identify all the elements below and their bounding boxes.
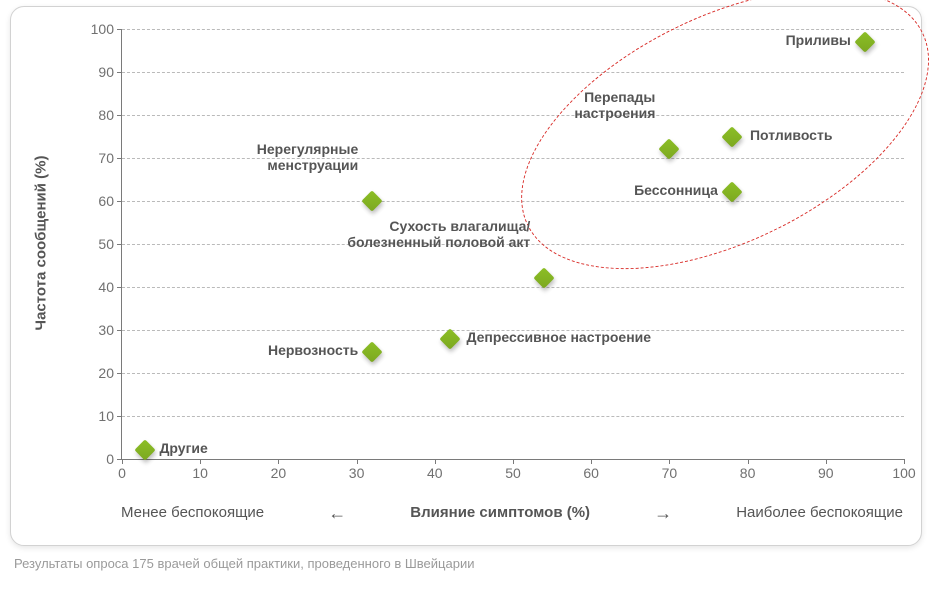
data-point-label: Сухость влагалища/ болезненный половой а… [347,218,530,250]
gridline [122,416,904,417]
xtick-label: 60 [583,459,599,481]
xtick-label: 40 [427,459,443,481]
diamond-marker-icon [440,328,461,349]
data-point-label: Приливы [786,32,851,48]
ytick-label: 70 [98,150,122,166]
diamond-marker-icon [534,268,555,289]
gridline [122,158,904,159]
xtick-label: 0 [118,459,126,481]
xtick-label: 20 [271,459,287,481]
xtick-label: 80 [740,459,756,481]
xtick-label: 70 [662,459,678,481]
data-point-label: Потливость [750,126,832,142]
data-point-label: Перепады настроения [574,89,655,121]
gridline [122,287,904,288]
data-point-label: Нервозность [268,341,358,357]
gridline [122,373,904,374]
gridline [122,115,904,116]
ytick-label: 10 [98,408,122,424]
x-axis-label-right: Наиболее беспокоящие [736,504,903,521]
x-axis-label-row: Менее беспокоящие ← Влияние симптомов (%… [121,503,903,521]
ytick-label: 40 [98,279,122,295]
data-point-label: Депрессивное настроение [466,329,651,345]
xtick-label: 100 [892,459,915,481]
xtick-label: 30 [349,459,365,481]
arrow-left-icon: ← [328,504,346,522]
diamond-marker-icon [135,440,156,461]
ytick-label: 100 [91,21,122,37]
plot-area: 0102030405060708090100010203040506070809… [121,29,904,460]
diamond-marker-icon [659,139,680,160]
ytick-label: 30 [98,322,122,338]
xtick-label: 10 [192,459,208,481]
chart-panel: Частота сообщений (%) 010203040506070809… [10,6,922,546]
ytick-label: 80 [98,107,122,123]
ytick-label: 60 [98,193,122,209]
diamond-marker-icon [362,190,383,211]
xtick-label: 50 [505,459,521,481]
gridline [122,29,904,30]
gridline [122,72,904,73]
data-point-label: Нерегулярные менструации [257,141,358,173]
x-axis-label-left: Менее беспокоящие [121,504,264,521]
y-axis-label: Частота сообщений (%) [33,156,50,331]
xtick-label: 90 [818,459,834,481]
ytick-label: 50 [98,236,122,252]
ytick-label: 90 [98,64,122,80]
ytick-label: 20 [98,365,122,381]
figure: Частота сообщений (%) 010203040506070809… [0,0,932,592]
figure-caption: Результаты опроса 175 врачей общей практ… [14,556,474,571]
diamond-marker-icon [721,182,742,203]
data-point-label: Бессонница [634,182,718,198]
data-point-label: Другие [159,440,207,456]
diamond-marker-icon [854,31,875,52]
arrow-right-icon: → [654,504,672,522]
x-axis-label-center: Влияние симптомов (%) [410,504,590,521]
gridline [122,201,904,202]
